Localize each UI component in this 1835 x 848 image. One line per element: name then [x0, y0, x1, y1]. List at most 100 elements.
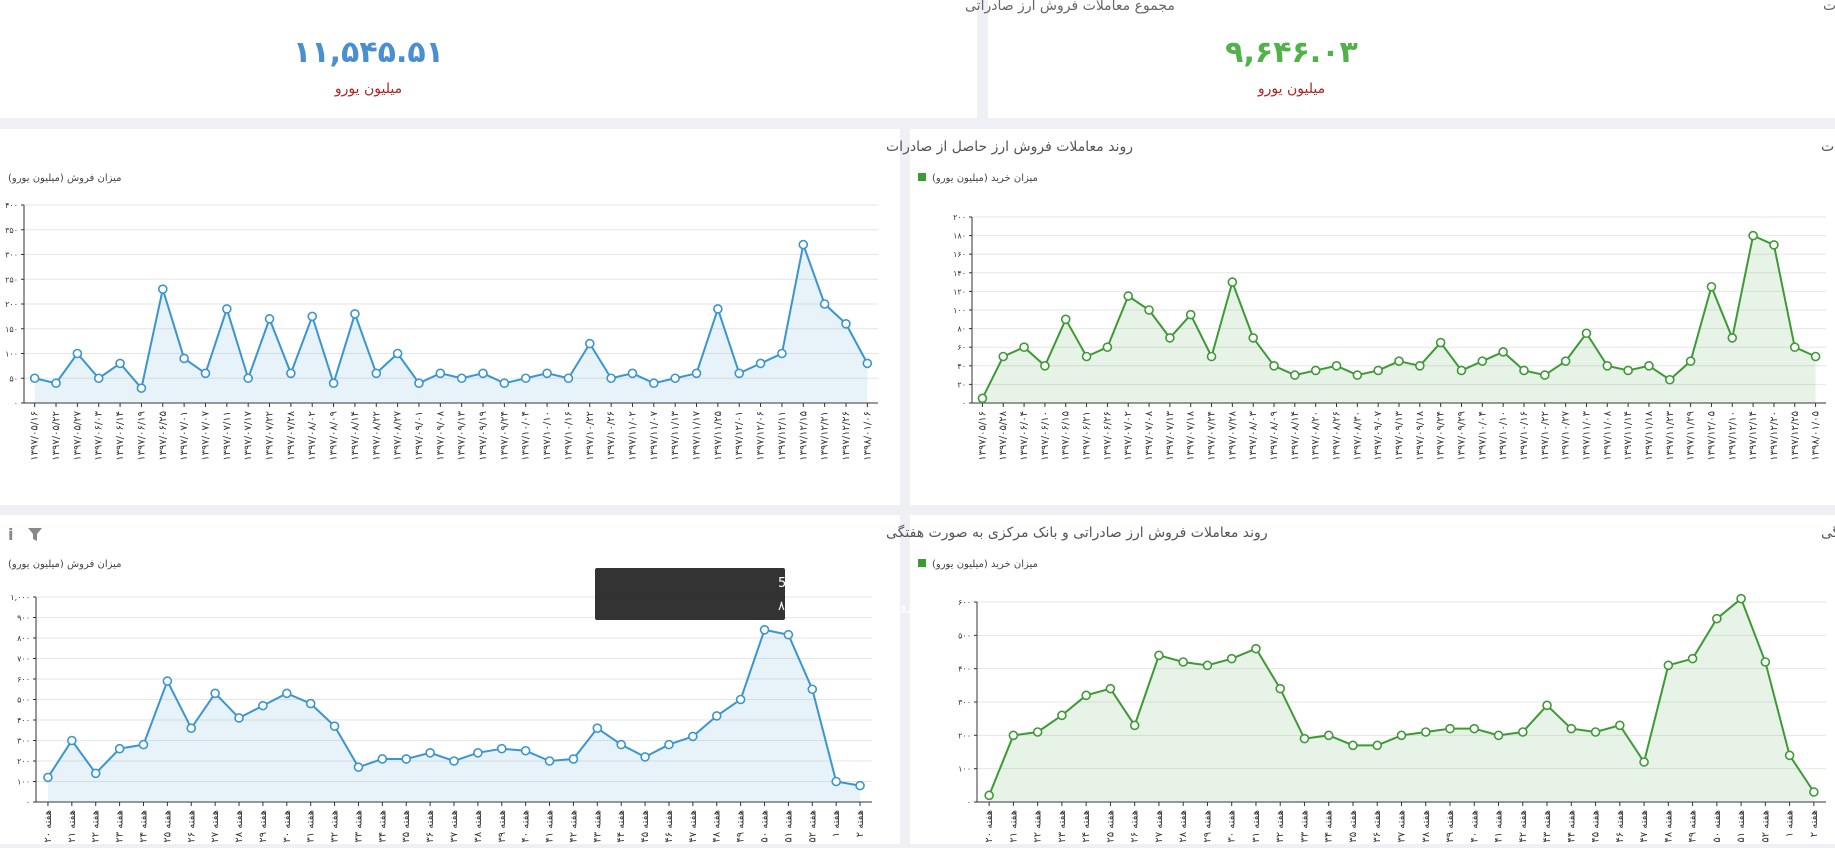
- point: [1706, 281, 1717, 292]
- y-tick-label: ۱۲۰: [953, 287, 966, 296]
- y-tick-label: ۶۰: [957, 343, 966, 352]
- x-tick-label: ۱۳۹۷/۰۷/۲۸: [286, 410, 297, 460]
- x-tick-label: ۱۳۹۷/۰۶/۱۹: [136, 411, 147, 461]
- x-tick-label: هفته ۲۹: [258, 810, 269, 843]
- y-tick-label: ۰: [26, 798, 30, 807]
- kpi-card: [988, 0, 1835, 118]
- point: [1498, 347, 1508, 357]
- point: [414, 378, 424, 389]
- point: [1736, 593, 1746, 604]
- y-tick-label: ۳۵۰: [5, 226, 18, 235]
- chart-title: روند معاملات فروش ارز حاصل از صادرات: [886, 139, 1133, 155]
- x-tick-label: هفته ۵۰: [1712, 810, 1723, 843]
- point: [234, 713, 244, 723]
- area: [989, 598, 1814, 802]
- point: [670, 373, 680, 384]
- point: [473, 747, 483, 758]
- point: [1081, 690, 1091, 701]
- y-tick-label: ۵۰۰: [958, 631, 971, 640]
- y-tick-label: ۱۰۰: [953, 306, 966, 315]
- point: [1784, 750, 1795, 761]
- x-tick-label: هفته ۲۳: [115, 810, 126, 843]
- x-tick-label: ۱۳۹۷/۰۶/۰۳: [94, 410, 105, 460]
- point: [1560, 356, 1571, 366]
- x-tick-label: ۱۳۹۷/۰۷/۱۸: [1186, 410, 1197, 460]
- x-tick-label: ۱۳۹۷/۰۷/۱۱: [222, 411, 233, 461]
- x-tick-label: هفته ۲: [1809, 810, 1820, 837]
- point: [264, 314, 275, 324]
- x-tick-label: هفته ۳۱: [1251, 810, 1262, 843]
- point: [179, 353, 189, 364]
- point: [478, 368, 488, 379]
- point: [1165, 333, 1175, 343]
- y-tick-label: ۰: [967, 798, 971, 807]
- point: [1178, 657, 1188, 667]
- point: [542, 368, 552, 379]
- x-tick-label: ۱۳۹۷/۰۷/۰۷: [200, 410, 211, 460]
- point: [1540, 370, 1550, 380]
- point: [649, 378, 659, 389]
- legend-marker: [918, 559, 926, 567]
- point: [691, 368, 702, 379]
- point: [1226, 653, 1237, 664]
- point: [1310, 365, 1321, 376]
- x-tick-label: هفته ۴۷: [688, 810, 699, 843]
- point: [998, 351, 1009, 362]
- y-tick-label: ۴۰۰: [5, 201, 18, 210]
- point: [281, 688, 292, 699]
- kpi-title: مجموع معاملات فروش ارز صادراتی: [965, 0, 1175, 14]
- point: [1008, 730, 1019, 741]
- filter-icon[interactable]: [28, 528, 42, 541]
- point: [592, 723, 603, 734]
- point: [1040, 360, 1050, 371]
- x-tick-label: هفته ۵۱: [1736, 810, 1747, 843]
- x-tick-label: ۱۳۹۷/۰۷/۰۱: [179, 411, 190, 461]
- point: [1275, 683, 1286, 694]
- x-tick-label: ۱۳۹۷/۰۶/۱۰: [1040, 411, 1051, 461]
- legend-label: میزان فروش (میلیون یورو): [8, 173, 122, 184]
- tooltip: [595, 568, 785, 620]
- y-tick-label: ۰: [962, 399, 966, 408]
- point: [186, 723, 197, 734]
- x-tick-label: هفته ۲۸: [1178, 810, 1189, 843]
- x-tick-label: هفته ۴۸: [712, 810, 723, 843]
- x-tick-label: هفته ۳۸: [473, 810, 484, 843]
- point: [371, 368, 382, 379]
- point: [1057, 710, 1067, 721]
- point: [1639, 757, 1649, 767]
- x-tick-label: ۱۳۹۷/۱۰/۱۶: [1519, 411, 1530, 461]
- x-tick-label: ۱۳۹۷/۱۲/۲۰: [1769, 411, 1780, 461]
- point: [1542, 700, 1552, 711]
- x-tick-label: ۱۳۹۷/۱۰/۱۰: [1498, 411, 1509, 461]
- x-tick-label: هفته ۳۵: [1348, 810, 1359, 843]
- x-tick-label: ۱۳۹۷/۰۷/۲۴: [1207, 411, 1218, 461]
- x-tick-label: ۱۳۹۷/۱۲/۱۰: [1727, 411, 1738, 461]
- point: [977, 393, 988, 404]
- point: [1663, 660, 1674, 671]
- x-tick-label: ۱۳۹۷/۱۲/۱۱: [777, 411, 788, 461]
- y-tick-label: ۲۰: [957, 380, 966, 389]
- x-tick-label: هفته ۲۶: [186, 810, 197, 843]
- info-icon[interactable]: i: [8, 525, 13, 544]
- point: [305, 698, 316, 709]
- x-tick-label: هفته ۴۳: [592, 810, 603, 843]
- x-tick-label: هفته ۳۷: [449, 810, 460, 843]
- x-tick-label: هفته ۵۲: [1760, 810, 1771, 843]
- x-tick-label: هفته ۴۰: [521, 810, 532, 843]
- point: [1269, 360, 1279, 371]
- point: [1019, 342, 1029, 353]
- x-tick-label: ۱۳۹۷/۰۹/۱۳: [457, 410, 468, 460]
- x-tick-label: ۱۳۹۷/۰۸/۱۴: [1290, 411, 1301, 461]
- x-tick-label: هفته ۴۹: [1688, 810, 1699, 843]
- point: [807, 684, 818, 695]
- point: [222, 304, 232, 314]
- point: [1081, 351, 1092, 362]
- point: [51, 378, 61, 389]
- point: [1415, 360, 1425, 371]
- y-tick-label: ۰: [14, 399, 18, 408]
- x-tick-label: ۱۳۹۷/۰۸/۲۲: [371, 411, 382, 461]
- x-tick-label: هفته ۲۶: [1130, 810, 1141, 843]
- x-tick-label: ۱۳۹۷/۱۱/۲۵: [713, 411, 724, 461]
- point: [606, 373, 616, 384]
- point: [392, 348, 403, 359]
